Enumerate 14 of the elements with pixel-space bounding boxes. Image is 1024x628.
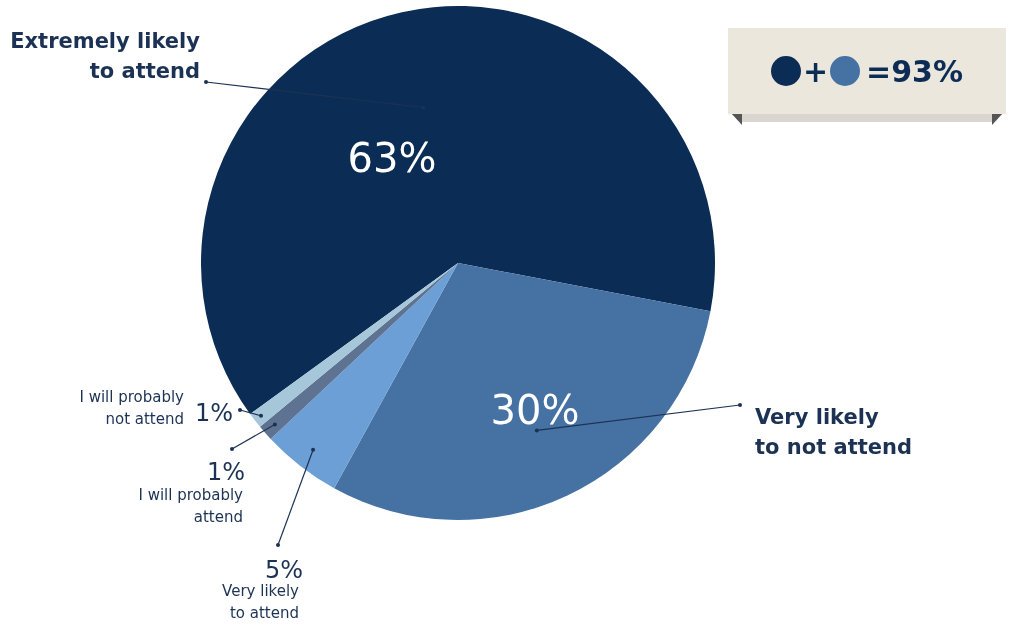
pie-slice <box>270 263 458 489</box>
slice-label: I will probably not attend <box>79 388 185 428</box>
slice-label: I will probably attend <box>138 486 244 526</box>
pie-slice <box>334 263 711 520</box>
data-label: 1% <box>194 399 233 427</box>
text: + <box>802 53 829 89</box>
slice-label: Extremely likely to attend <box>10 29 201 84</box>
slice-label: Very likely to attend <box>222 582 300 622</box>
data-label: 63% <box>347 135 437 181</box>
text: =93% <box>866 53 964 89</box>
data-label: 1% <box>206 458 245 486</box>
data-label: 5% <box>264 556 303 584</box>
data-label: 30% <box>490 387 580 433</box>
slice-label: Very likely to not attend <box>755 405 912 460</box>
